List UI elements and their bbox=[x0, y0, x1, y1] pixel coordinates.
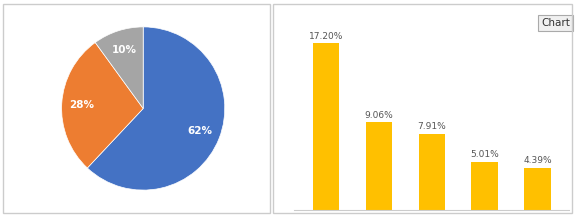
Text: 62%: 62% bbox=[187, 126, 213, 136]
Text: 17.20%: 17.20% bbox=[309, 31, 343, 41]
Wedge shape bbox=[95, 27, 143, 108]
Bar bbox=[472, 162, 498, 210]
Bar bbox=[366, 122, 392, 210]
Text: 7.91%: 7.91% bbox=[417, 122, 446, 131]
Wedge shape bbox=[87, 27, 225, 190]
Text: 10%: 10% bbox=[112, 45, 137, 55]
Wedge shape bbox=[62, 43, 143, 168]
Bar bbox=[419, 134, 445, 210]
Text: Chart: Chart bbox=[541, 18, 570, 28]
Text: 4.39%: 4.39% bbox=[523, 156, 552, 165]
Text: 28%: 28% bbox=[70, 100, 95, 110]
Text: 5.01%: 5.01% bbox=[470, 150, 499, 159]
Text: 9.06%: 9.06% bbox=[365, 111, 393, 120]
Bar bbox=[313, 43, 339, 210]
Bar bbox=[524, 168, 551, 210]
